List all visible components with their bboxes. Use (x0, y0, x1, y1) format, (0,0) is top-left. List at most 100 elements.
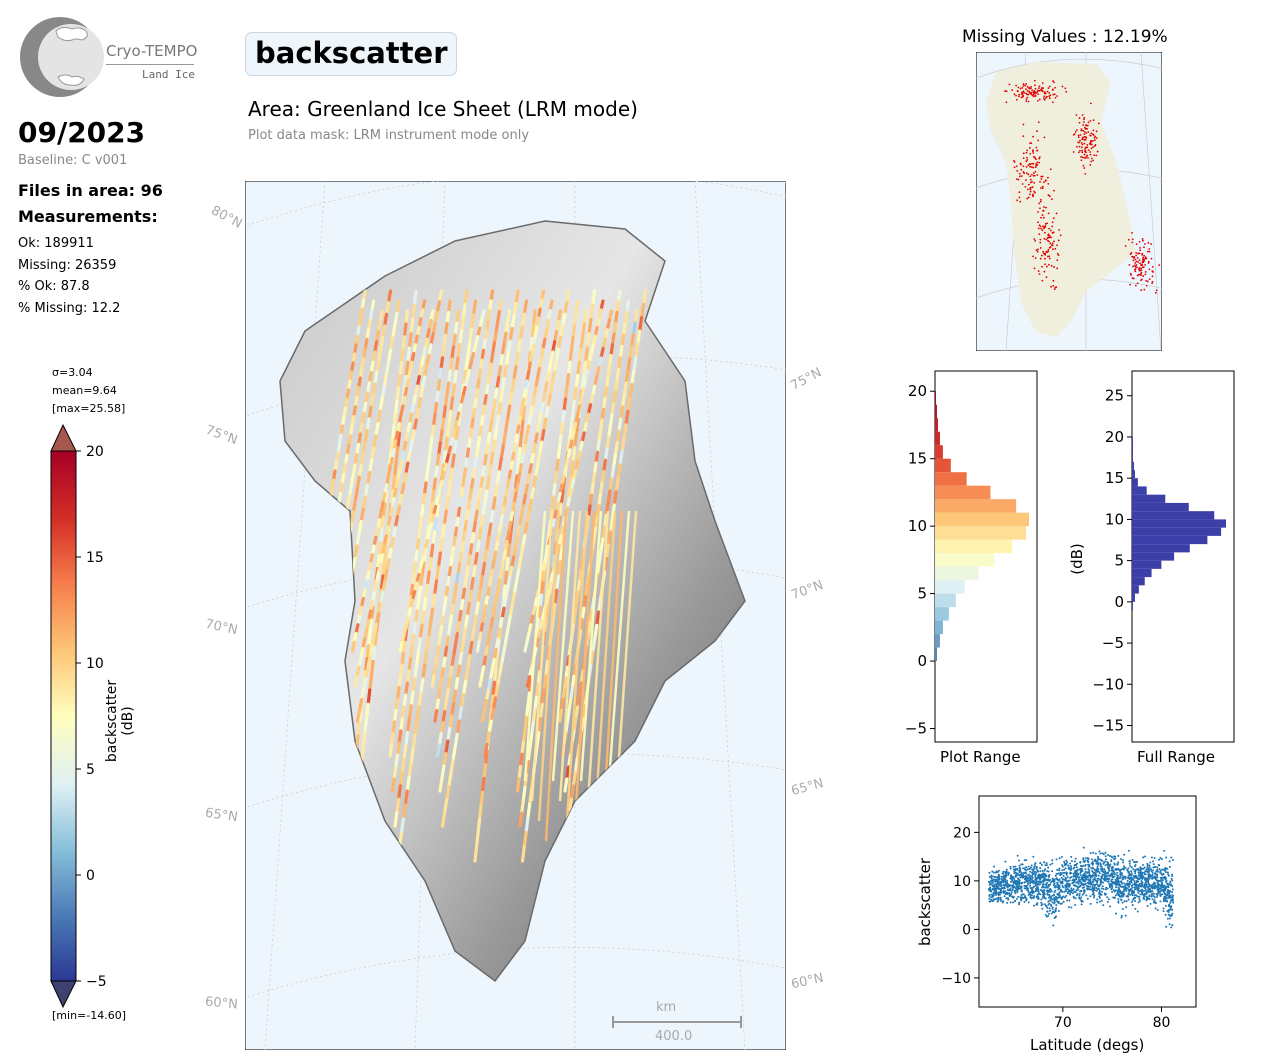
missing-point (1083, 147, 1086, 150)
scatter-point (1080, 883, 1083, 886)
missing-point (1093, 139, 1096, 142)
track-segment (423, 364, 429, 379)
track-segment (563, 301, 569, 316)
scatter-point (1064, 879, 1067, 882)
track-segment (447, 771, 453, 789)
track-segment (579, 617, 584, 633)
missing-point (1092, 133, 1094, 136)
track-segment (454, 676, 460, 693)
track-segment (557, 534, 563, 547)
stat-ok: Ok: 189911 (18, 236, 94, 251)
scatter-point (1163, 877, 1166, 880)
missing-point (1041, 185, 1044, 188)
scatter-point (1092, 867, 1095, 870)
track-segment (453, 526, 459, 540)
track-segment (480, 665, 486, 678)
scatter-point (1124, 888, 1127, 891)
track-segment (501, 430, 508, 447)
track-segment (438, 537, 444, 555)
track-segment (500, 606, 506, 621)
scatter-point (1057, 887, 1060, 890)
missing-point (1048, 257, 1051, 260)
missing-point (1089, 102, 1092, 105)
scatter-point (1060, 876, 1063, 879)
missing-point (1025, 88, 1027, 91)
track-segment (394, 446, 400, 464)
scatter-point (1104, 851, 1107, 854)
scatter-point (1018, 859, 1021, 862)
scatter-point (992, 875, 995, 878)
track-segment (387, 547, 393, 562)
scatter-point (1048, 873, 1051, 876)
scatter-point (1162, 907, 1165, 910)
missing-point (1036, 130, 1038, 132)
grat-label-right-75: 75°N (788, 365, 825, 394)
scatter-point (1126, 879, 1129, 882)
scatter-point (1047, 915, 1050, 918)
missing-point (1048, 195, 1051, 198)
scatter-point (1134, 869, 1137, 872)
track-segment (514, 568, 521, 584)
track-segment (577, 681, 583, 697)
scatter-point (1004, 890, 1007, 893)
track-segment (373, 340, 379, 354)
track-segment (593, 515, 599, 531)
scatter-point (1029, 896, 1032, 899)
missing-point (1040, 175, 1043, 178)
scatter-point (1120, 873, 1123, 876)
track-segment (396, 431, 402, 450)
scatter-point (1164, 867, 1167, 870)
scatter-point (1075, 881, 1078, 884)
scatter-point (1016, 854, 1019, 857)
missing-point (1133, 264, 1136, 267)
track-segment (461, 302, 467, 320)
track-segment (510, 314, 516, 331)
track-segment (597, 429, 603, 444)
track-segment (406, 346, 411, 364)
scatter-point (1171, 873, 1174, 876)
scatter-point (1084, 857, 1087, 860)
missing-point (1083, 139, 1086, 141)
missing-point (1043, 227, 1045, 230)
scatter-point (1152, 866, 1155, 869)
missing-point (1030, 142, 1033, 145)
missing-point (1056, 259, 1059, 262)
scatter-point (1072, 879, 1075, 882)
track-segment (487, 299, 493, 313)
track-segment (496, 578, 502, 592)
track-segment (519, 545, 525, 560)
track-segment (365, 381, 372, 395)
scatter-point (1011, 879, 1014, 882)
track-segment (350, 414, 356, 428)
missing-point (1047, 182, 1050, 185)
track-segment (378, 309, 384, 323)
scatter-point (1147, 886, 1150, 889)
missing-point (1134, 284, 1137, 287)
track-segment (576, 450, 582, 463)
track-segment (492, 597, 498, 611)
missing-point (1027, 196, 1030, 199)
scatter-point (1086, 897, 1089, 900)
track-segment (366, 654, 372, 669)
scatter-point (1168, 882, 1171, 885)
track-segment (386, 289, 393, 305)
track-segment (446, 299, 452, 314)
track-segment (593, 623, 599, 641)
scatter-point (1065, 894, 1068, 897)
scatter-point (1060, 873, 1063, 876)
scatter-point (1068, 879, 1071, 882)
missing-point (1097, 122, 1100, 125)
missing-point (1089, 151, 1091, 153)
track-segment (448, 467, 454, 485)
track-segment (591, 472, 597, 487)
track-segment (395, 741, 401, 757)
track-segment (493, 387, 499, 402)
track-segment (465, 601, 471, 618)
missing-point (1082, 129, 1085, 132)
track-segment (528, 405, 534, 419)
track-segment (504, 351, 510, 368)
track-segment (361, 731, 367, 749)
scatter-point (1127, 888, 1130, 891)
track-segment (589, 303, 595, 322)
scatter-point (1043, 886, 1046, 889)
